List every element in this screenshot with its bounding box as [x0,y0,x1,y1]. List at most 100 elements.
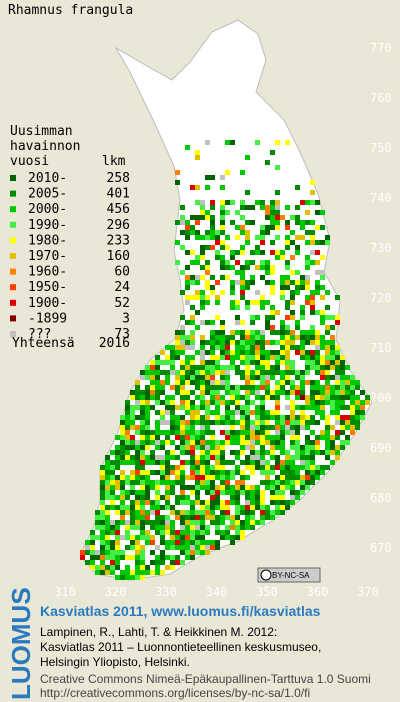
occurrence-square [155,545,160,550]
occurrence-square [235,395,240,400]
occurrence-square [220,340,225,345]
occurrence-square [265,505,270,510]
occurrence-square [115,535,120,540]
occurrence-square [205,300,210,305]
occurrence-square [185,280,190,285]
occurrence-square [220,370,225,375]
occurrence-square [145,425,150,430]
occurrence-square [160,535,165,540]
legend-swatch [10,190,16,197]
occurrence-square [245,405,250,410]
occurrence-square [205,530,210,535]
occurrence-square [355,395,360,400]
occurrence-square [165,420,170,425]
occurrence-square [165,460,170,465]
occurrence-square [190,525,195,530]
occurrence-square [325,465,330,470]
occurrence-square [135,385,140,390]
occurrence-square [210,220,215,225]
occurrence-square [260,415,265,420]
occurrence-square [330,345,335,350]
occurrence-square [210,245,215,250]
occurrence-square [140,465,145,470]
occurrence-square [180,215,185,220]
occurrence-square [310,240,315,245]
occurrence-square [210,485,215,490]
legend-heading: Uusimman [10,124,73,139]
occurrence-square [245,430,250,435]
citation-line: Helsingin Yliopisto, Helsinki. [40,655,190,669]
occurrence-square [220,175,225,180]
occurrence-square [265,515,270,520]
occurrence-square [245,445,250,450]
occurrence-square [130,425,135,430]
occurrence-square [200,550,205,555]
occurrence-square [100,500,105,505]
occurrence-square [210,545,215,550]
citation-line: Kasviatlas 2011 – Luonnontieteellinen ke… [40,640,321,654]
occurrence-square [160,530,165,535]
occurrence-square [200,375,205,380]
occurrence-square [265,425,270,430]
occurrence-square [230,395,235,400]
occurrence-square [300,450,305,455]
occurrence-square [335,370,340,375]
occurrence-square [235,345,240,350]
occurrence-square [150,510,155,515]
occurrence-square [350,405,355,410]
occurrence-square [235,300,240,305]
occurrence-square [305,255,310,260]
occurrence-square [175,240,180,245]
occurrence-square [295,335,300,340]
occurrence-square [325,455,330,460]
occurrence-square [305,470,310,475]
occurrence-square [230,385,235,390]
occurrence-square [270,515,275,520]
northing-label: 670 [370,541,392,555]
occurrence-square [185,335,190,340]
occurrence-square [195,435,200,440]
occurrence-square [200,210,205,215]
occurrence-square [250,205,255,210]
occurrence-square [140,390,145,395]
occurrence-square [195,365,200,370]
legend-label: 1990- [28,218,67,233]
occurrence-square [200,475,205,480]
occurrence-square [120,535,125,540]
occurrence-square [260,330,265,335]
occurrence-square [235,225,240,230]
legend-label: 2010- [28,171,67,186]
occurrence-square [145,495,150,500]
occurrence-square [255,250,260,255]
occurrence-square [325,380,330,385]
occurrence-square [335,430,340,435]
occurrence-square [250,320,255,325]
occurrence-square [195,495,200,500]
occurrence-square [150,365,155,370]
occurrence-square [260,365,265,370]
occurrence-square [335,455,340,460]
occurrence-square [295,440,300,445]
occurrence-square [220,345,225,350]
occurrence-square [195,375,200,380]
occurrence-square [210,355,215,360]
occurrence-square [235,515,240,520]
occurrence-square [160,460,165,465]
occurrence-square [315,345,320,350]
occurrence-square [325,315,330,320]
occurrence-square [320,315,325,320]
occurrence-square [315,450,320,455]
occurrence-square [190,250,195,255]
occurrence-square [110,495,115,500]
occurrence-square [125,410,130,415]
occurrence-square [350,430,355,435]
occurrence-square [305,460,310,465]
occurrence-square [280,250,285,255]
occurrence-square [295,220,300,225]
atlas-link[interactable]: Kasviatlas 2011, www.luomus.fi/kasviatla… [40,603,321,619]
occurrence-square [155,455,160,460]
occurrence-square [220,520,225,525]
occurrence-square [260,410,265,415]
occurrence-square [230,350,235,355]
occurrence-square [285,275,290,280]
